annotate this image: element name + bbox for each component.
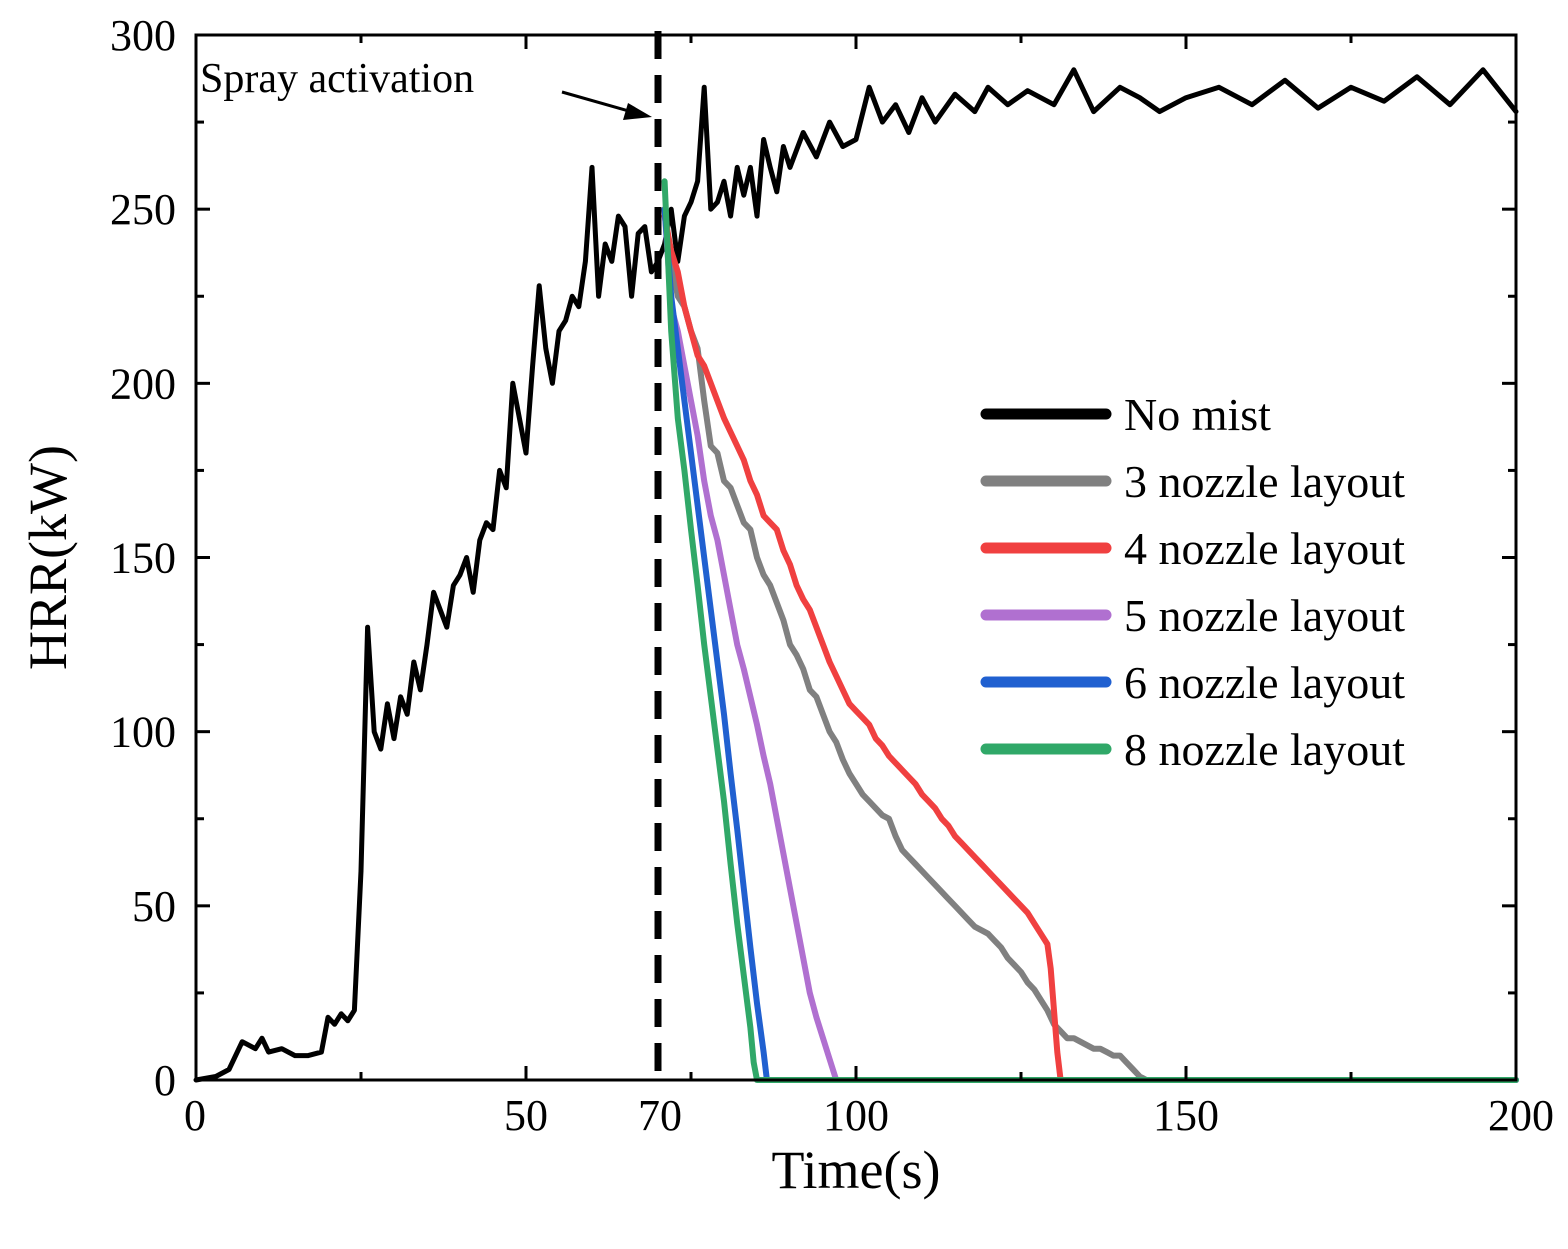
series-line-0: [193, 67, 1519, 1083]
axes-group: 0 50 70 100 150 200 0 50 100 150 200 250 300: [110, 11, 1554, 1140]
legend-label-1: 3 nozzle layout: [1124, 456, 1405, 507]
y-tick-label: 250: [110, 185, 176, 234]
series-line-5: [661, 178, 1519, 1083]
legend-label-5: 8 nozzle layout: [1124, 724, 1405, 775]
legend-label-4: 6 nozzle layout: [1124, 657, 1405, 708]
legend-label-0: No mist: [1124, 389, 1271, 440]
series-line-4: [661, 206, 1519, 1083]
x-axis-label: Time(s): [771, 1140, 940, 1200]
annotation-arrow-shaft: [561, 90, 637, 115]
y-tick-label: 300: [110, 11, 176, 60]
y-tick-label: 150: [110, 534, 176, 583]
legend-label-2: 4 nozzle layout: [1124, 523, 1405, 574]
spray-activation-annotation: Spray activation: [200, 56, 474, 102]
series-group: [193, 67, 1519, 1083]
y-tick-label: 100: [110, 708, 176, 757]
y-tick-label: 50: [132, 882, 176, 931]
x-tick-label: 70: [638, 1091, 682, 1140]
y-tick-label: 200: [110, 359, 176, 408]
y-axis-label: HRR(kW): [18, 445, 78, 670]
x-tick-label: 100: [823, 1091, 889, 1140]
x-tick-label: 200: [1488, 1091, 1554, 1140]
x-tick-label: 0: [184, 1091, 206, 1140]
series-line-2: [661, 213, 1519, 1083]
legend: No mist 3 nozzle layout 4 nozzle layout 5 n…: [980, 389, 1405, 775]
y-tick-label: 0: [154, 1056, 176, 1105]
x-tick-label: 150: [1153, 1091, 1219, 1140]
spray-activation-line-group: [561, 31, 662, 1080]
annotation-arrow-head: [623, 103, 652, 120]
x-tick-label: 50: [504, 1091, 548, 1140]
legend-label-3: 5 nozzle layout: [1124, 590, 1405, 641]
series-line-1: [661, 206, 1519, 1083]
series-line-3: [661, 206, 1519, 1083]
